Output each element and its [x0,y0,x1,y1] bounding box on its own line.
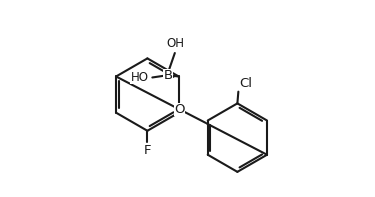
Text: HO: HO [130,71,148,84]
Text: OH: OH [167,37,185,50]
Text: F: F [144,144,151,157]
Text: B: B [164,69,172,82]
Text: Cl: Cl [239,77,252,90]
Text: O: O [174,103,185,116]
